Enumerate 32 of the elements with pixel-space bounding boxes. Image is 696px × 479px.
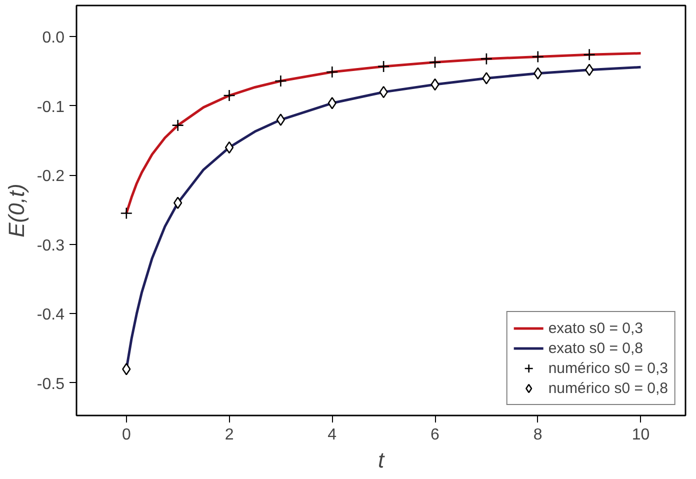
- x-tick-label: 0: [122, 426, 131, 444]
- y-tick-label: -0.3: [36, 237, 65, 254]
- legend-label: numérico s0 = 0,8: [548, 380, 668, 396]
- y-axis-title: E(0,t): [4, 184, 29, 238]
- point: [428, 56, 442, 68]
- point: [480, 52, 493, 65]
- legend-label: exato s0 = 0,8: [548, 340, 643, 356]
- x-tick-label: 8: [533, 426, 542, 444]
- point: [328, 97, 336, 110]
- point: [276, 114, 286, 126]
- point: [326, 66, 338, 78]
- x-axis-title: t: [378, 448, 385, 472]
- point: [223, 89, 236, 102]
- x-tick-label: 10: [632, 426, 650, 444]
- y-tick-label: -0.5: [36, 376, 65, 393]
- y-tick-label: -0.2: [36, 168, 65, 186]
- point: [583, 48, 596, 61]
- y-tick-label: -0.4: [36, 306, 65, 324]
- point: [172, 119, 184, 132]
- point: [274, 74, 287, 88]
- legend-label: exato s0 = 0,3: [548, 320, 643, 336]
- point: [224, 141, 234, 154]
- x-tick-label: 4: [328, 426, 337, 444]
- point: [482, 72, 491, 84]
- point: [532, 50, 544, 63]
- legend-label: numérico s0 = 0,3: [548, 360, 668, 376]
- x-tick-label: 2: [224, 426, 234, 444]
- point: [120, 207, 133, 220]
- y-tick-label: -0.1: [36, 98, 65, 116]
- x-tick-label: 6: [430, 426, 440, 444]
- point: [377, 60, 390, 73]
- y-tick-label: 0.0: [42, 30, 65, 47]
